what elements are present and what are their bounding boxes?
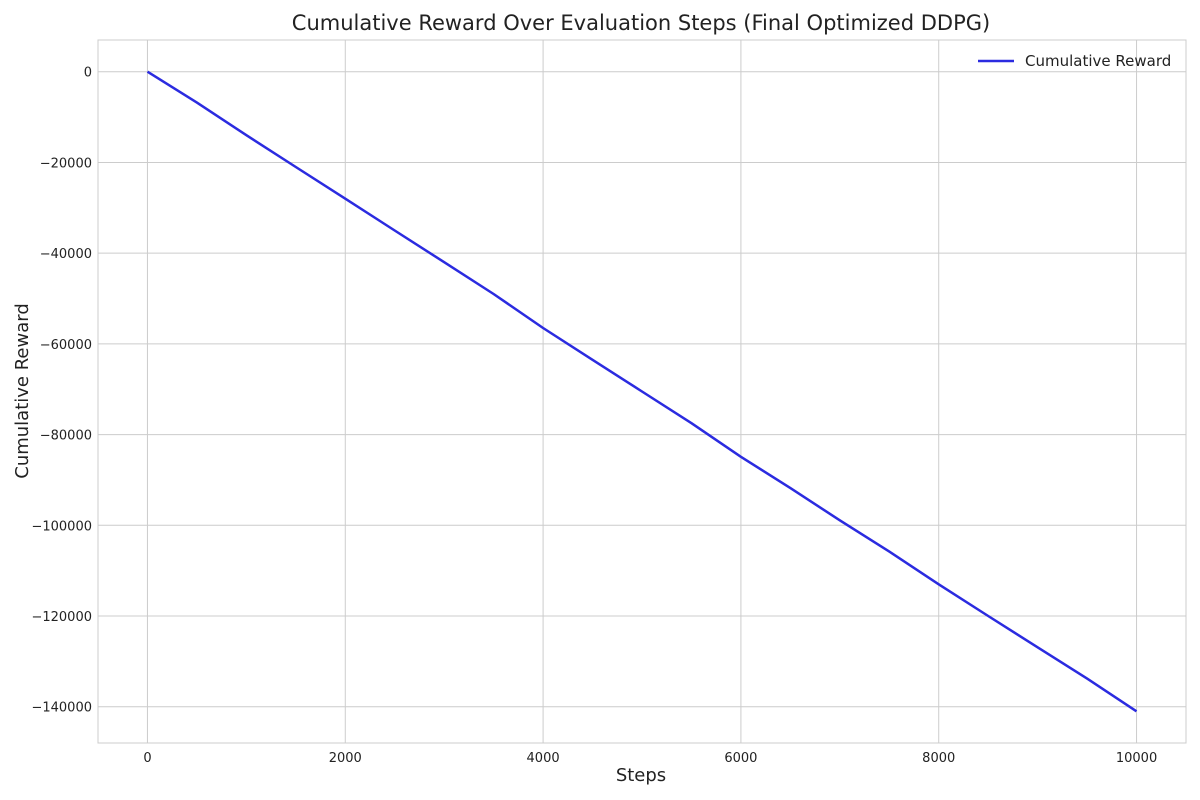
y-tick-label: −80000 [40,429,92,444]
chart-title: Cumulative Reward Over Evaluation Steps … [292,11,990,35]
y-tick-label: −20000 [40,156,92,171]
y-tick-label: −120000 [31,610,92,625]
x-tick-label: 2000 [329,751,362,766]
series-layer [146,70,1138,713]
plot-frame [97,39,1187,744]
y-tick-label: 0 [84,66,92,81]
x-axis-label: Steps [616,765,666,786]
x-tick-label: 6000 [724,751,757,766]
y-tick-label: −100000 [31,519,92,534]
y-tick-label: −140000 [31,701,92,716]
legend-label: Cumulative Reward [1025,52,1171,70]
x-tick-label: 4000 [527,751,560,766]
x-tick-label: 10000 [1116,751,1157,766]
y-tick-labels: 0 −20000 −40000 −60000 −80000 −100000 −120000 −… [31,66,92,716]
y-axis-label: Cumulative Reward [12,303,33,479]
legend: Cumulative Reward [978,52,1171,70]
y-tick-label: −40000 [40,247,92,262]
series-line-cumulative-reward [146,70,1138,713]
x-tick-label: 8000 [922,751,955,766]
y-tick-label: −60000 [40,338,92,353]
x-tick-label: 0 [143,751,151,766]
grid [98,40,1186,743]
x-tick-labels: 0 2000 4000 6000 8000 10000 [143,751,1157,766]
